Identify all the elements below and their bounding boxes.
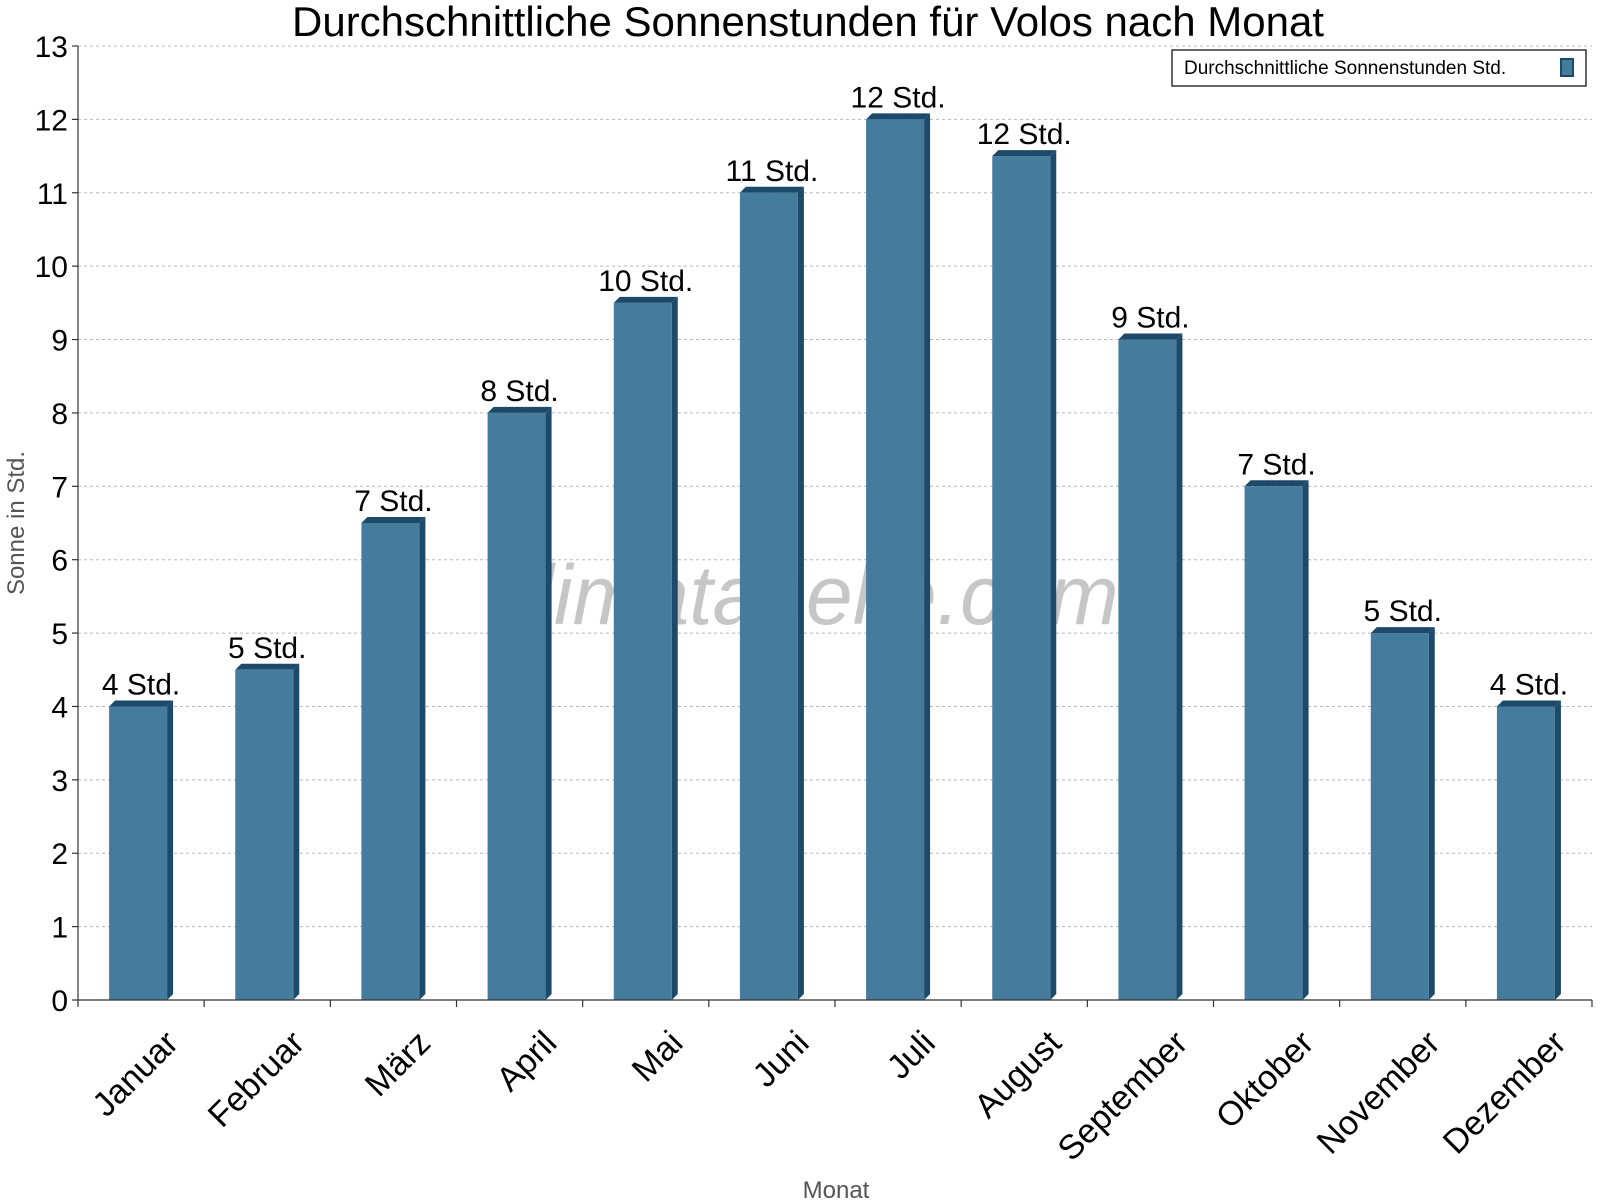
bar <box>1244 486 1303 1000</box>
bar <box>1496 706 1555 1000</box>
bar-side <box>419 517 426 1000</box>
y-tick-label: 4 <box>51 691 68 724</box>
bar <box>1118 339 1177 1000</box>
y-tick-label: 12 <box>35 104 68 137</box>
y-tick-label: 5 <box>51 618 68 651</box>
y-tick-label: 6 <box>51 545 68 578</box>
y-tick-label: 8 <box>51 398 68 431</box>
bar <box>613 302 672 1000</box>
bar <box>235 669 294 1000</box>
bar-top <box>739 186 804 193</box>
y-tick-label: 9 <box>51 325 68 358</box>
x-tick-label: Februar <box>201 1024 312 1135</box>
bar-side <box>293 663 300 1000</box>
legend-label: Durchschnittliche Sonnenstunden Std. <box>1184 58 1506 79</box>
bar <box>866 119 925 1000</box>
bar-side <box>545 406 552 1000</box>
x-tick-label: Januar <box>85 1024 185 1124</box>
y-tick-label: 10 <box>35 251 68 284</box>
x-tick-label: Juli <box>880 1024 943 1087</box>
bar-value-label: 12 Std. <box>851 81 946 114</box>
y-tick-label: 2 <box>51 838 68 871</box>
x-tick-label: März <box>358 1024 438 1104</box>
bar-value-label: 5 Std. <box>228 632 306 665</box>
bar-group <box>739 186 804 1000</box>
bar-group <box>361 517 426 1000</box>
bar-top <box>613 296 678 303</box>
bar-side <box>1554 700 1561 1000</box>
bar-side <box>671 296 678 1000</box>
y-tick-label: 0 <box>51 985 68 1018</box>
y-axis-label: Sonne in Std. <box>3 451 30 595</box>
bar-group <box>613 296 678 1000</box>
bar <box>1370 633 1429 1000</box>
y-tick-label: 7 <box>51 471 68 504</box>
bar-side <box>797 186 804 1000</box>
y-tick-label: 1 <box>51 912 68 945</box>
bar-value-label: 4 Std. <box>102 668 180 701</box>
x-tick-label: August <box>967 1023 1069 1125</box>
bar-top <box>1118 333 1183 340</box>
bar-top <box>487 406 552 413</box>
bar-top <box>361 517 426 523</box>
bar-side <box>1428 627 1435 1000</box>
bar <box>992 156 1051 1001</box>
bar-group <box>109 700 174 1000</box>
bar-side <box>1176 333 1183 1000</box>
bar-group <box>992 150 1057 1001</box>
bar-value-label: 11 Std. <box>725 155 818 188</box>
bar-group <box>487 406 552 1000</box>
bar-top <box>235 663 300 670</box>
x-tick-label: Oktober <box>1209 1024 1321 1136</box>
x-axis-label: Monat <box>803 1177 870 1200</box>
bar-value-label: 4 Std. <box>1490 668 1568 701</box>
x-axis-ticks: Januar Februar März April Mai Juni Juli AugustS… <box>77 1000 1593 1168</box>
bar-group <box>1370 627 1435 1000</box>
bar-top <box>866 113 931 120</box>
legend-swatch <box>1560 58 1574 77</box>
bar <box>109 706 168 1000</box>
x-tick-label: Dezember <box>1436 1024 1574 1162</box>
legend: Durchschnittliche Sonnenstunden Std. <box>1171 49 1587 87</box>
bar-top <box>1496 700 1561 707</box>
bar <box>487 412 546 1000</box>
x-tick-label: November <box>1310 1024 1448 1162</box>
bar-value-label: 7 Std. <box>1237 448 1315 481</box>
bar-value-label: 5 Std. <box>1364 595 1442 628</box>
x-tick-label: Juni <box>746 1024 817 1095</box>
chart-title: Durchschnittliche Sonnenstunden für Volo… <box>292 0 1324 45</box>
bar-group <box>1118 333 1183 1000</box>
bar-group <box>1244 480 1309 1000</box>
bar-group <box>866 113 931 1000</box>
x-tick-label: Mai <box>625 1024 691 1090</box>
bar-top <box>992 150 1057 157</box>
bar <box>739 192 798 1000</box>
bar-side <box>167 700 174 1000</box>
bars: 4 Std. 5 Std. 7 Std. 8 Std. 10 Std. 11 Std. 12… <box>102 81 1568 1001</box>
bar-top <box>109 700 174 707</box>
x-tick-label: September <box>1051 1024 1195 1168</box>
bar-top <box>1370 627 1435 634</box>
bar-value-label: 7 Std. <box>354 485 432 518</box>
bar-side <box>924 113 931 1000</box>
gridlines <box>78 45 1592 928</box>
legend-box <box>1171 49 1587 87</box>
bar-value-label: 9 Std. <box>1111 302 1189 335</box>
y-tick-label: 3 <box>51 765 68 798</box>
y-tick-label: 11 <box>37 178 68 211</box>
bar-value-label: 8 Std. <box>480 375 558 408</box>
bar-side <box>1050 150 1057 1001</box>
bar-value-label: 10 Std. <box>598 265 693 298</box>
bar-top <box>1244 480 1309 487</box>
bar-group <box>235 663 300 1000</box>
bar-value-label: 12 Std. <box>977 118 1072 151</box>
x-tick-label: April <box>489 1024 564 1099</box>
bar <box>361 523 420 1000</box>
bar-side <box>1302 480 1309 1000</box>
bar-group <box>1496 700 1561 1000</box>
y-tick-label: 13 <box>35 31 68 64</box>
